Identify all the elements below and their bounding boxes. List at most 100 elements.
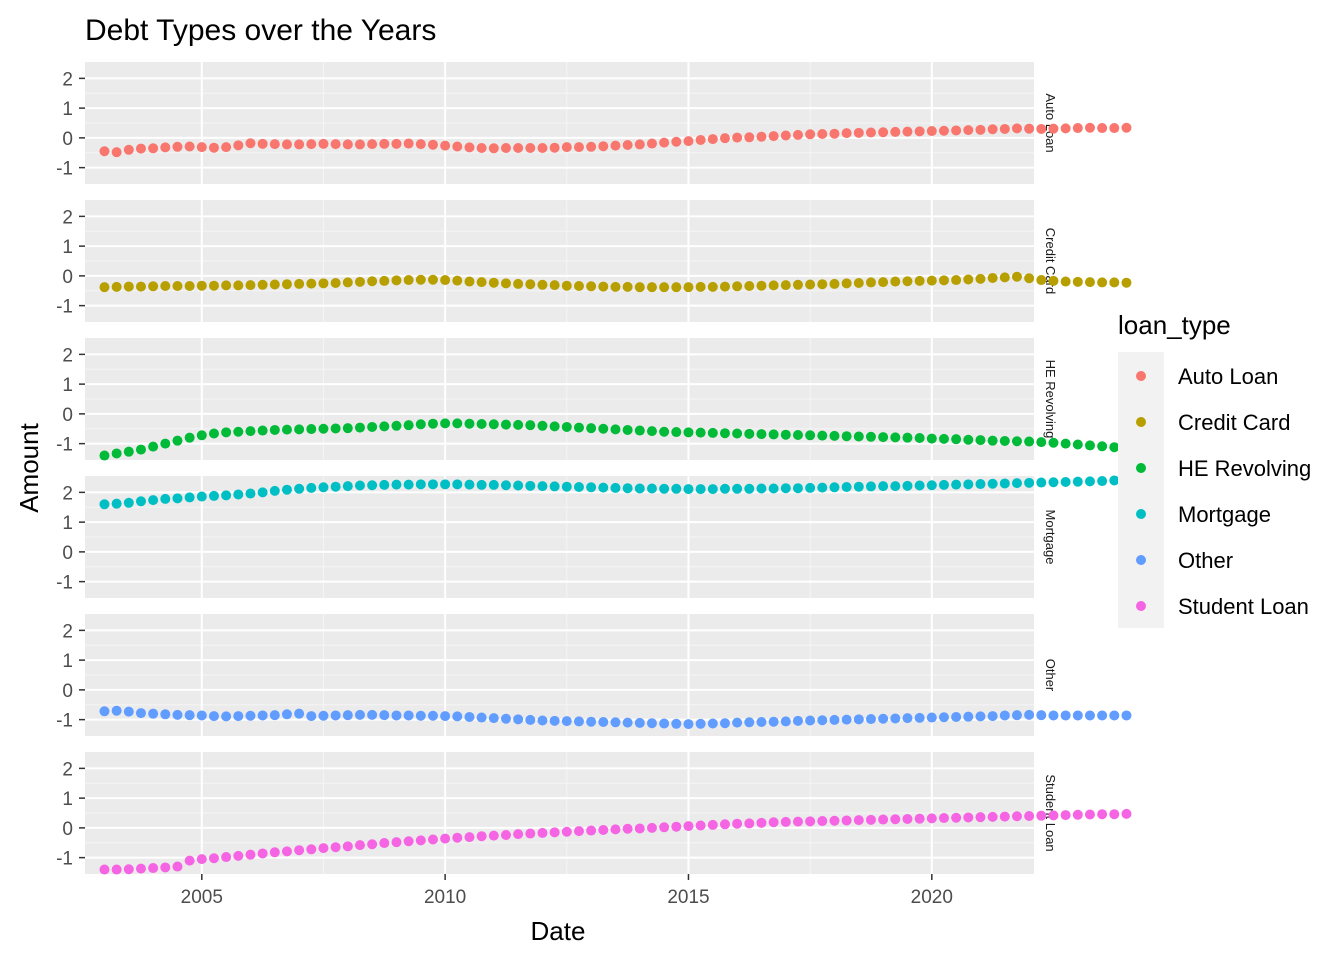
data-point [865, 714, 876, 725]
data-point [914, 480, 925, 491]
data-point [1060, 710, 1071, 721]
data-point [342, 139, 353, 150]
data-point [1097, 809, 1108, 820]
data-point [598, 281, 609, 292]
data-point [549, 142, 560, 153]
data-point [683, 427, 694, 438]
data-point [245, 849, 256, 860]
data-point [878, 481, 889, 492]
y-tick-label: -1 [56, 711, 73, 732]
data-point [513, 142, 524, 153]
data-point [1060, 123, 1071, 134]
data-point [294, 845, 305, 856]
data-point [999, 435, 1010, 446]
data-point [683, 136, 694, 147]
data-point [744, 717, 755, 728]
facet-strip-label: Auto Loan [1043, 93, 1058, 152]
data-point [841, 714, 852, 725]
data-point [768, 483, 779, 494]
data-point [403, 138, 414, 149]
data-point [878, 713, 889, 724]
data-point [549, 421, 560, 432]
data-point [354, 480, 365, 491]
data-point [208, 711, 219, 722]
data-point [367, 709, 378, 720]
data-point [1097, 710, 1108, 721]
data-point [999, 123, 1010, 134]
data-point [1097, 277, 1108, 288]
data-point [1109, 475, 1120, 486]
data-point [184, 710, 195, 721]
data-point [1072, 123, 1083, 134]
data-point [598, 717, 609, 728]
data-point [148, 281, 159, 292]
data-point [805, 129, 816, 140]
data-point [123, 144, 134, 155]
data-point [379, 421, 390, 432]
data-point [415, 274, 426, 285]
data-point [999, 710, 1010, 721]
data-point [1024, 123, 1035, 134]
data-point [269, 139, 280, 150]
data-point [744, 428, 755, 439]
data-point [756, 280, 767, 291]
y-tick-label: 0 [62, 267, 73, 288]
data-point [233, 850, 244, 861]
data-point [732, 483, 743, 494]
data-point [926, 275, 937, 286]
data-point [841, 128, 852, 139]
data-point [732, 428, 743, 439]
data-point [586, 716, 597, 727]
data-point [415, 139, 426, 150]
data-point [488, 419, 499, 430]
data-point [488, 479, 499, 490]
y-tick-label: 1 [62, 375, 73, 396]
data-point [269, 424, 280, 435]
legend-key [1136, 463, 1146, 473]
data-point [987, 811, 998, 822]
data-point [1048, 275, 1059, 286]
y-tick-label: 2 [62, 621, 73, 642]
data-point [719, 133, 730, 144]
data-point [123, 446, 134, 457]
data-point [330, 842, 341, 853]
data-point [221, 142, 232, 153]
data-point [221, 852, 232, 863]
data-point [744, 132, 755, 143]
data-point [476, 418, 487, 429]
y-tick-label: 0 [62, 129, 73, 150]
data-point [841, 815, 852, 826]
data-point [1109, 123, 1120, 134]
data-point [196, 142, 207, 153]
data-point [1024, 436, 1035, 447]
data-point [1084, 277, 1095, 288]
data-point [318, 843, 329, 854]
data-point [1097, 123, 1108, 134]
data-point [123, 497, 134, 508]
data-point [1011, 123, 1022, 134]
data-point [829, 714, 840, 725]
data-point [1121, 808, 1132, 819]
data-point [659, 137, 670, 148]
data-point [354, 276, 365, 287]
data-point [1084, 440, 1095, 451]
data-point [659, 718, 670, 729]
data-point [1084, 809, 1095, 820]
data-point [890, 713, 901, 724]
data-point [671, 136, 682, 147]
data-point [1048, 437, 1059, 448]
data-point [1048, 810, 1059, 821]
data-point [719, 819, 730, 830]
facet-strip [1035, 200, 1067, 322]
data-point [549, 280, 560, 291]
data-point [646, 718, 657, 729]
data-point [780, 716, 791, 727]
data-point [330, 278, 341, 289]
data-point [951, 434, 962, 445]
data-point [768, 131, 779, 142]
data-point [330, 423, 341, 434]
data-point [221, 427, 232, 438]
data-point [671, 718, 682, 729]
data-point [805, 482, 816, 493]
